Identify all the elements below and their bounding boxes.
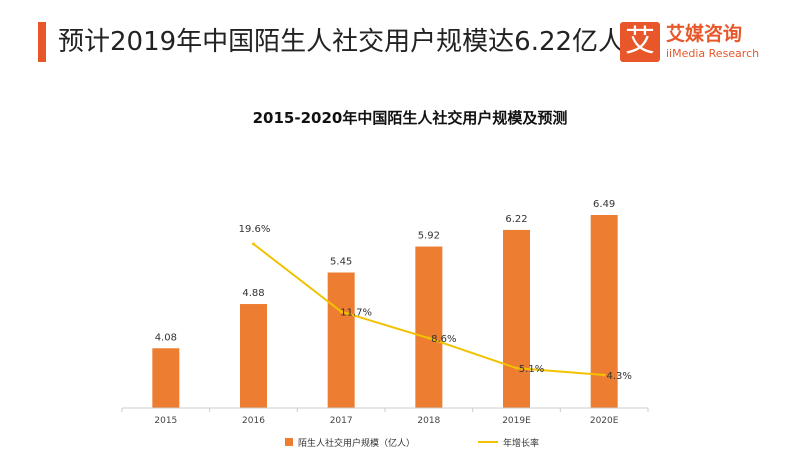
growth-rate-label: 5.1%: [519, 364, 544, 375]
growth-rate-label: 4.3%: [606, 371, 631, 382]
bar-value-label: 6.22: [505, 214, 527, 225]
growth-rate-label: 8.6%: [431, 334, 456, 345]
growth-rate-point: [339, 310, 343, 314]
data-labels: 4.08 4.88 5.45 5.92 6.22 6.49 19.6% 11.7% 8.6% 5.…: [155, 199, 632, 382]
x-tick-label: 2016: [242, 416, 265, 426]
growth-rate-point: [252, 242, 255, 246]
legend-line-label: 年增长率: [503, 437, 539, 449]
legend-bar-swatch: [285, 438, 293, 446]
bar-2017: [327, 272, 355, 408]
bar-series: [152, 215, 618, 408]
growth-rate-label: 11.7%: [340, 308, 372, 319]
growth-line-series: [252, 242, 606, 377]
x-tick-label: 2019E: [502, 416, 531, 426]
bar-2015: [152, 348, 180, 408]
bar-2016: [240, 304, 267, 408]
bar-value-label: 5.92: [418, 231, 440, 242]
logo-name-cn: 艾媒咨询: [666, 23, 743, 45]
logo-name-en: iiMedia Research: [666, 47, 760, 60]
growth-rate-point: [515, 366, 518, 370]
bar-2019E: [503, 229, 530, 408]
bar-value-label: 4.08: [155, 332, 177, 343]
iimedia-logo: 艾 艾媒咨询 iiMedia Research: [620, 22, 780, 66]
x-tick-label: 2018: [417, 416, 440, 426]
page-headline: 预计2019年中国陌生人社交用户规模达6.22亿人: [58, 27, 625, 57]
bar-value-label: 4.88: [242, 288, 264, 299]
title-accent-bar: [38, 22, 46, 62]
chart-legend: 陌生人社交用户规模（亿人） 年增长率: [285, 437, 539, 449]
bar-2018: [415, 246, 443, 408]
x-tick-label: 2015: [154, 416, 177, 426]
legend-bar-label: 陌生人社交用户规模（亿人）: [298, 437, 415, 449]
bar-value-label: 5.45: [330, 257, 352, 268]
x-tick-label: 2017: [330, 416, 353, 426]
growth-rate-point: [602, 373, 606, 377]
growth-rate-point: [427, 336, 431, 340]
growth-rate-label: 19.6%: [239, 224, 271, 235]
logo-mark: 艾: [620, 22, 660, 62]
x-tick-label: 2020E: [590, 416, 619, 426]
chart-title: 2015-2020年中国陌生人社交用户规模及预测: [253, 109, 568, 127]
bar-value-label: 6.49: [593, 199, 615, 210]
x-axis: 2015 2016 2017 2018 2019E 2020E: [121, 407, 649, 426]
